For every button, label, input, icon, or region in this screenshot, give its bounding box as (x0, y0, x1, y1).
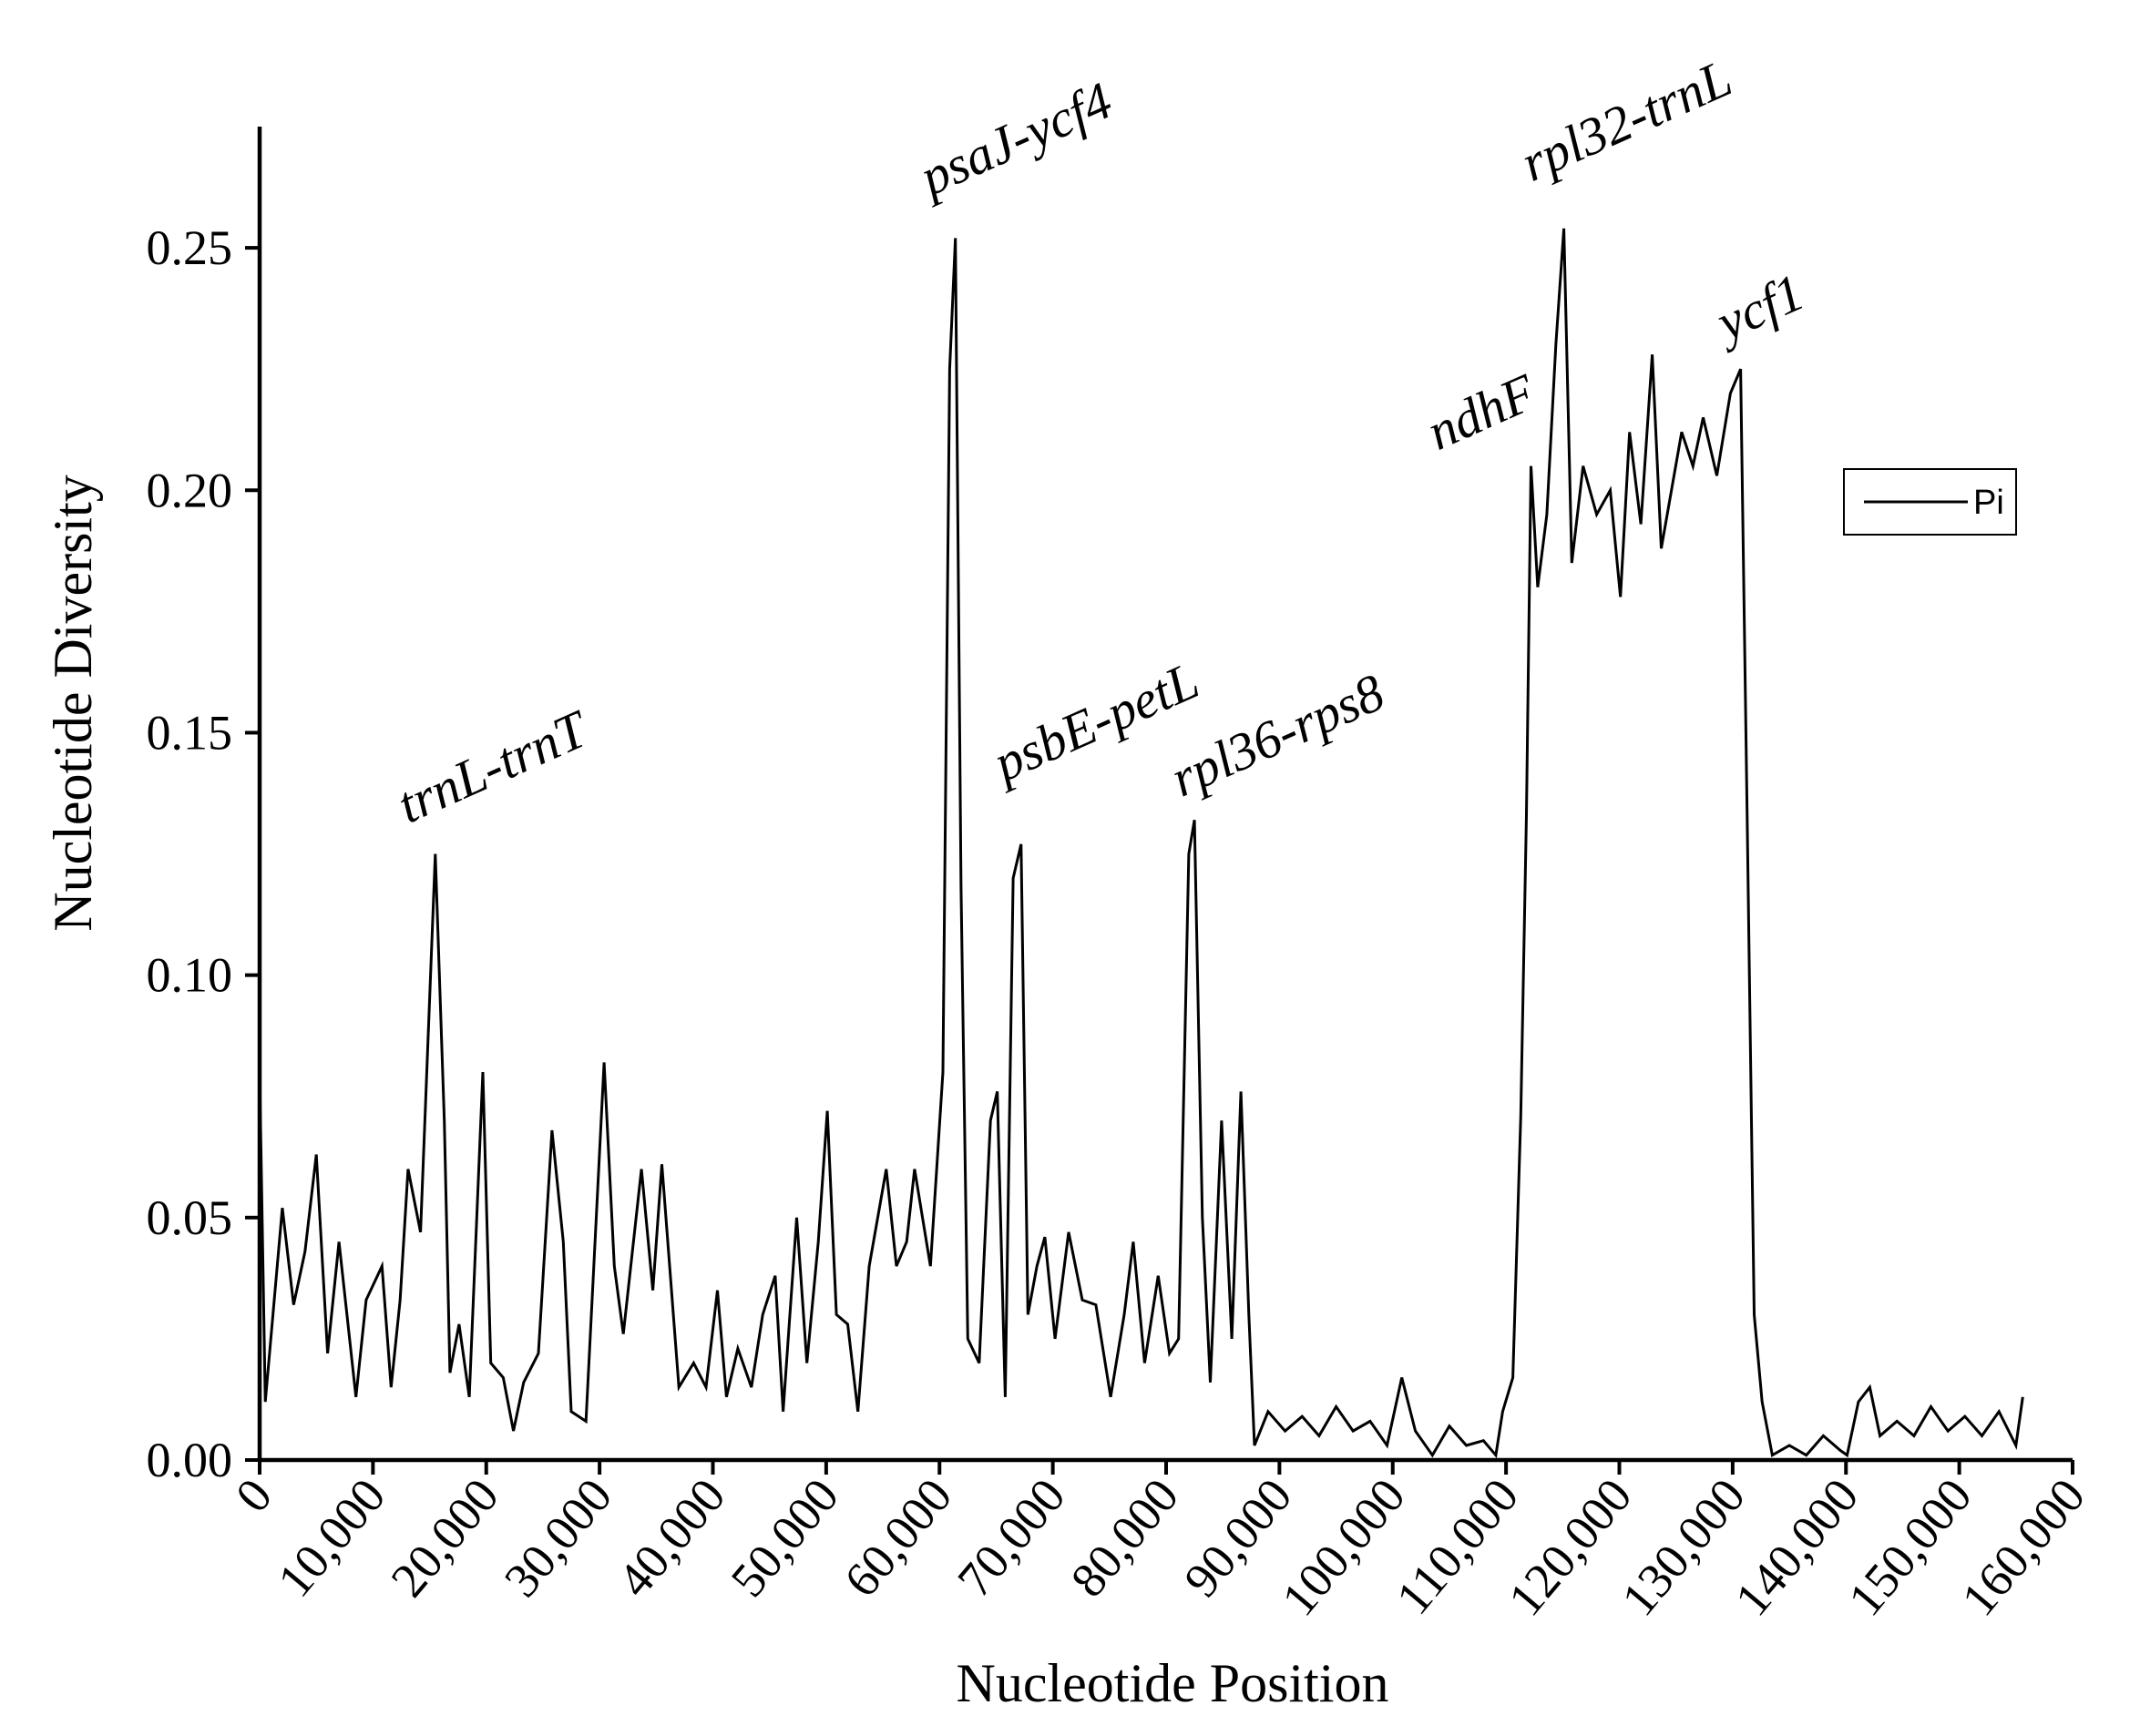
legend-label: Pi (1973, 484, 2004, 522)
y-tick-label: 0.15 (147, 705, 233, 760)
x-tick-label: 100,000 (1271, 1468, 1416, 1626)
x-tick-label: 80,000 (1060, 1468, 1189, 1607)
x-axis-title: Nucleotide Position (957, 1653, 1389, 1713)
annotation: psaJ-ycf4 (908, 70, 1121, 208)
x-tick-label: 10,000 (267, 1468, 395, 1607)
x-tick-label: 110,000 (1386, 1468, 1529, 1624)
x-tick-label: 60,000 (834, 1468, 962, 1607)
annotation: ndhF (1418, 362, 1545, 461)
y-tick-label: 0.00 (147, 1433, 233, 1487)
x-tick-label: 120,000 (1498, 1468, 1643, 1626)
x-tick-label: 140,000 (1725, 1468, 1869, 1626)
x-tick-label: 160,000 (1951, 1468, 2095, 1626)
y-tick-label: 0.05 (147, 1190, 233, 1245)
y-tick-label: 0.25 (147, 220, 233, 275)
y-axis-title: Nucleotide Diversity (43, 475, 103, 932)
annotation: ycf1 (1704, 262, 1812, 354)
x-tick-label: 130,000 (1611, 1468, 1756, 1626)
x-tick-label: 150,000 (1838, 1468, 1982, 1626)
x-tick-label: 40,000 (607, 1468, 735, 1607)
annotation: trnL-trnT (389, 698, 599, 834)
x-tick-label: 20,000 (381, 1468, 509, 1607)
x-tick-label: 70,000 (947, 1468, 1075, 1607)
data-line (258, 228, 2024, 1459)
x-tick-label: 50,000 (721, 1468, 849, 1607)
y-tick-label: 0.10 (147, 948, 233, 1003)
x-tick-label: 0 (225, 1468, 282, 1522)
annotation: rpl32-trnL (1512, 48, 1740, 193)
y-tick-label: 0.20 (147, 463, 233, 517)
x-tick-label: 30,000 (494, 1468, 622, 1607)
